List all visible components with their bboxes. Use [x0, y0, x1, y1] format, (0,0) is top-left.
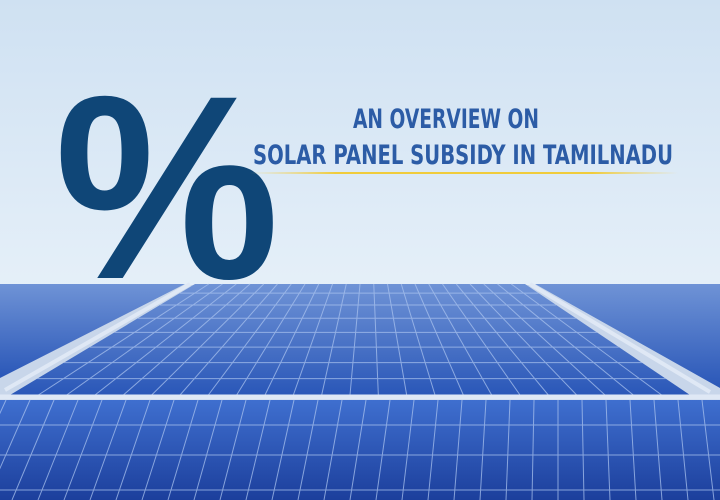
cell-line — [510, 283, 662, 396]
cell-line — [151, 283, 265, 396]
cell-line — [123, 283, 251, 396]
cell-line — [323, 399, 343, 500]
cell-line — [245, 399, 271, 500]
cell-line — [373, 283, 379, 396]
cell-line — [193, 399, 223, 500]
panel-frame — [4, 282, 191, 392]
cell-line — [653, 399, 663, 500]
panel-left — [0, 284, 185, 378]
cell-line — [264, 283, 320, 396]
percent-symbol: % — [55, 41, 280, 334]
cell-line — [428, 283, 493, 396]
cell-line — [321, 283, 347, 396]
cell-line — [271, 399, 295, 500]
cell-line — [297, 399, 319, 500]
cell-line — [505, 399, 511, 500]
cell-grid — [0, 283, 720, 500]
cell-line — [179, 283, 278, 396]
cell-line — [629, 399, 637, 500]
cell-line — [292, 283, 333, 396]
cell-line — [66, 283, 223, 396]
cell-line — [453, 399, 463, 500]
cell-line — [497, 283, 634, 396]
panel-frame — [528, 282, 712, 394]
cell-line — [349, 283, 361, 396]
cell-line — [581, 399, 585, 500]
cell-line — [375, 399, 391, 500]
cell-line — [207, 283, 292, 396]
cell-line — [387, 283, 408, 396]
cell-line — [236, 283, 306, 396]
cell-line — [37, 399, 79, 500]
cell-line — [349, 399, 367, 500]
solar-panels — [0, 282, 720, 500]
cell-line — [455, 283, 549, 396]
panel-right — [535, 284, 720, 388]
cell-line — [605, 399, 611, 500]
cell-line — [479, 399, 487, 500]
cell-line — [115, 399, 151, 500]
cell-line — [414, 283, 464, 396]
cell-line — [483, 283, 606, 396]
cell-line — [167, 399, 199, 500]
cell-line — [94, 283, 237, 396]
cell-line — [38, 283, 210, 396]
cell-line — [0, 399, 31, 470]
cell-line — [63, 399, 103, 500]
cell-line — [701, 399, 715, 500]
cell-line — [531, 399, 535, 500]
cell-line — [400, 283, 436, 396]
cell-line — [141, 399, 175, 500]
title-line-2: SOLAR PANEL SUBSIDY IN TAMILNADU — [253, 140, 673, 171]
cell-line — [11, 399, 55, 500]
title-underline — [250, 172, 678, 174]
cell-line — [469, 283, 578, 396]
cell-line — [442, 283, 521, 396]
cell-line — [89, 399, 127, 500]
cell-line — [677, 399, 689, 500]
title-line-1: AN OVERVIEW ON — [353, 104, 539, 135]
cell-line — [401, 399, 415, 500]
cell-line — [219, 399, 247, 500]
cell-line — [427, 399, 439, 500]
